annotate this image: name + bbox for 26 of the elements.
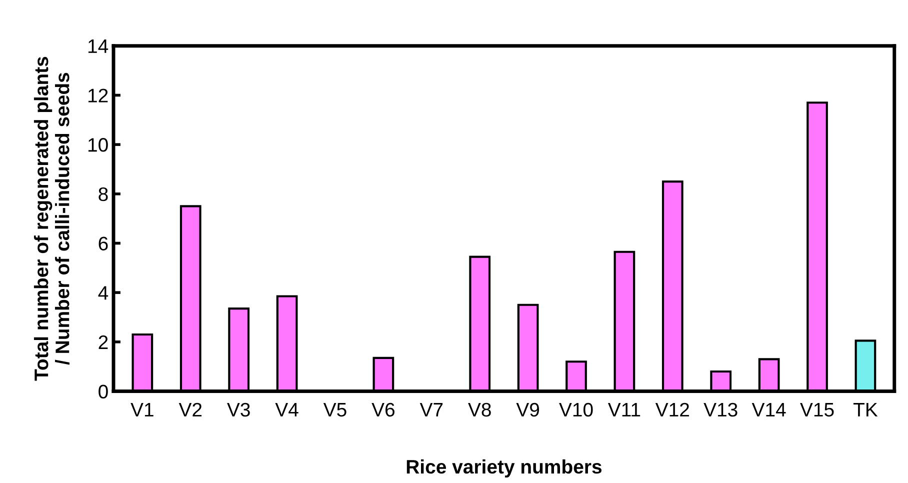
y-axis-title: Total number of regenerated plants / Number of calli-induced seeds [34,56,70,381]
y-tick-label: 6 [98,236,108,250]
x-tick-label: V10 [559,402,593,417]
y-tick-label: 0 [98,384,108,398]
x-tick-label: V3 [227,402,250,417]
y-tick-label: 8 [98,187,108,202]
x-tick-label: V4 [275,403,298,416]
y-tick-label: 10 [88,138,108,152]
y-tick-label: 12 [88,88,108,102]
x-tick-label: V8 [468,402,491,417]
x-tick-label: V14 [752,403,786,416]
x-tick-label: V2 [178,402,202,416]
x-tick-label: TK [853,403,878,416]
x-tick-label: V6 [372,402,394,417]
x-tick-label: V1 [130,403,154,416]
y-tick-label: 2 [98,335,108,349]
x-tick-label: V12 [655,402,689,416]
x-tick-label: V15 [800,403,834,417]
y-tick-label: 4 [98,286,108,300]
x-tick-label: V5 [323,403,346,417]
x-tick-label: V11 [608,403,640,416]
x-tick-label: V7 [420,403,443,416]
x-axis-title: Rice variety numbers [406,459,602,478]
x-tick-label: V13 [704,402,738,417]
x-tick-label: V9 [516,402,540,417]
y-tick-label: 14 [88,40,108,53]
